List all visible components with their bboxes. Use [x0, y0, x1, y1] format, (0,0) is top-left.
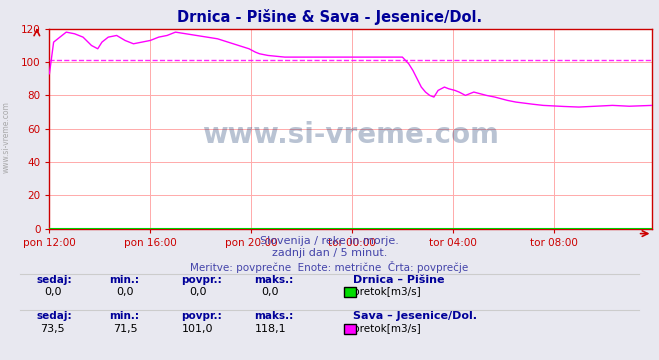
Text: pretok[m3/s]: pretok[m3/s] [353, 287, 420, 297]
Text: pretok[m3/s]: pretok[m3/s] [353, 324, 420, 334]
Text: 101,0: 101,0 [182, 324, 214, 334]
Text: 0,0: 0,0 [44, 287, 61, 297]
Text: 118,1: 118,1 [254, 324, 286, 334]
Text: Meritve: povprečne  Enote: metrične  Črta: povprečje: Meritve: povprečne Enote: metrične Črta:… [190, 261, 469, 273]
Text: 0,0: 0,0 [189, 287, 206, 297]
Text: sedaj:: sedaj: [36, 311, 72, 321]
Text: www.si-vreme.com: www.si-vreme.com [2, 101, 11, 173]
Text: min.:: min.: [109, 311, 139, 321]
Text: Slovenija / reke in morje.: Slovenija / reke in morje. [260, 236, 399, 246]
Text: sedaj:: sedaj: [36, 275, 72, 285]
Text: povpr.:: povpr.: [181, 275, 222, 285]
Text: 0,0: 0,0 [262, 287, 279, 297]
Text: 73,5: 73,5 [40, 324, 65, 334]
Text: Drnica - Pišine & Sava - Jesenice/Dol.: Drnica - Pišine & Sava - Jesenice/Dol. [177, 9, 482, 25]
Text: min.:: min.: [109, 275, 139, 285]
Text: zadnji dan / 5 minut.: zadnji dan / 5 minut. [272, 248, 387, 258]
Text: Sava – Jesenice/Dol.: Sava – Jesenice/Dol. [353, 311, 476, 321]
Text: maks.:: maks.: [254, 275, 293, 285]
Text: maks.:: maks.: [254, 311, 293, 321]
Text: Drnica – Pišine: Drnica – Pišine [353, 275, 444, 285]
Text: 71,5: 71,5 [113, 324, 138, 334]
Text: povpr.:: povpr.: [181, 311, 222, 321]
Text: 0,0: 0,0 [117, 287, 134, 297]
Text: www.si-vreme.com: www.si-vreme.com [202, 121, 500, 149]
